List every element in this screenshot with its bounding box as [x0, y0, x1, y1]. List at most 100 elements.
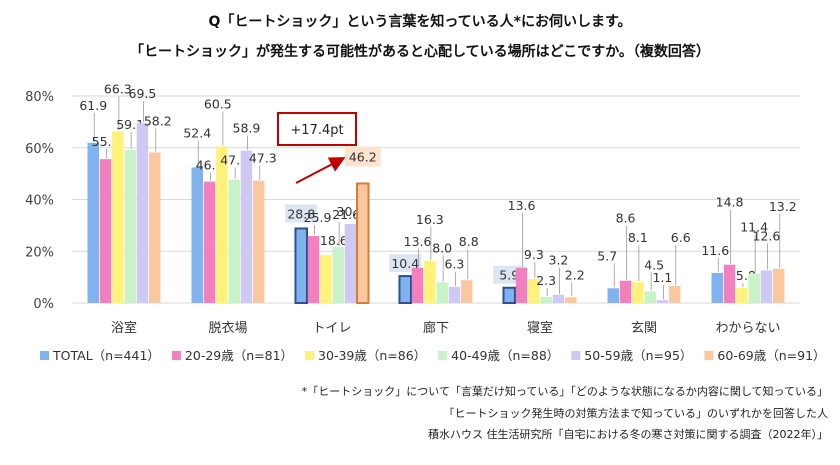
chart-title-line2: 「ヒートショック」が発生する可能性があると心配している場所はどこですか。（複数回… [130, 44, 710, 60]
bar [332, 247, 344, 303]
data-label: 2.2 [565, 267, 585, 282]
bar [294, 227, 308, 304]
label-highlight-box [389, 254, 422, 273]
data-label: 8.8 [459, 234, 479, 249]
bar [565, 297, 577, 303]
bar [644, 291, 656, 303]
bar [99, 159, 112, 303]
bar [632, 282, 644, 303]
bar [748, 273, 760, 303]
data-label: 6.3 [445, 257, 465, 272]
bar [87, 142, 99, 303]
data-label: 3.2 [549, 253, 569, 268]
bar [320, 254, 332, 303]
bar [253, 180, 265, 303]
data-label: 1.1 [653, 270, 673, 285]
chart-title-line1: Q「ヒートショック」という言葉を知っている人*にお伺いします。 [208, 14, 632, 30]
bar [669, 285, 681, 303]
bar [552, 294, 565, 303]
y-tick-label: 80% [25, 90, 54, 105]
bar [436, 282, 448, 303]
bar [711, 272, 723, 303]
bar [356, 182, 370, 305]
bar [515, 267, 528, 303]
legend-label: 40-49歳（n=88） [451, 348, 559, 363]
legend-swatch [40, 351, 49, 360]
data-label: 2.3 [536, 273, 556, 288]
bar-chart: 0%20%40%60%80%61.955.666.359.169.558.2浴室… [25, 81, 825, 363]
bar [607, 288, 619, 303]
legend-label: 60-69歳（n=91） [717, 348, 825, 363]
y-tick-label: 40% [25, 194, 54, 209]
data-label: 11.6 [701, 243, 729, 258]
data-label: 58.9 [233, 121, 261, 136]
legend-swatch [171, 351, 181, 360]
data-label: 8.1 [628, 230, 648, 245]
data-label: 13.6 [508, 198, 536, 213]
bar [723, 264, 736, 303]
bar [656, 300, 669, 303]
bar [149, 152, 161, 303]
data-label: 25.9 [304, 210, 332, 225]
bar [398, 275, 412, 304]
bar [448, 286, 461, 303]
data-label: 9.3 [524, 247, 544, 262]
annotation-box [277, 112, 357, 146]
data-label: 47.3 [249, 151, 277, 166]
bar [203, 181, 216, 303]
data-label: 21.6 [332, 207, 360, 222]
bar [216, 146, 228, 303]
data-label: 28.8 [287, 206, 315, 221]
legend-swatch [704, 351, 714, 360]
legend-label: TOTAL（n=441） [52, 348, 160, 363]
legend-swatch [305, 351, 315, 360]
y-tick-label: 60% [25, 142, 54, 157]
legend-swatch [438, 351, 448, 360]
legend-label: 30-39歳（n=86） [318, 348, 426, 363]
x-tick-label: 玄関 [631, 321, 657, 336]
data-label: 8.6 [616, 211, 636, 226]
data-label: 13.2 [769, 199, 797, 214]
bar [240, 150, 253, 303]
data-label: 12.6 [753, 228, 781, 243]
data-label: 61.9 [79, 98, 107, 113]
footnote-definition-cont: 「ヒートショック発生時の対策方法まで知っている」のいずれかを回答した人 [443, 407, 828, 420]
bar [540, 297, 552, 303]
annotation-label: +17.4pt [290, 123, 343, 138]
x-tick-label: わからない [715, 321, 780, 336]
bar [619, 280, 632, 303]
x-tick-label: 脱衣場 [208, 320, 247, 336]
bar [528, 278, 540, 303]
y-tick-label: 0% [33, 297, 54, 312]
data-label: 14.8 [716, 195, 744, 210]
bar [736, 287, 748, 303]
data-label: 11.4 [740, 220, 768, 235]
x-tick-label: 寝室 [527, 320, 553, 336]
bar [191, 167, 203, 303]
data-label: 8.0 [432, 240, 452, 255]
bar [760, 270, 773, 303]
data-label: 58.2 [144, 113, 172, 128]
x-tick-label: 浴室 [111, 320, 137, 336]
bar [307, 235, 320, 303]
bar [461, 280, 473, 303]
data-label: 5.9 [499, 268, 519, 283]
data-label: 6.6 [671, 230, 691, 245]
data-label: 18.6 [320, 233, 348, 248]
data-label: 4.5 [644, 257, 664, 272]
data-label: 5.7 [597, 248, 617, 263]
bar [502, 286, 516, 305]
footnote-source: 積水ハウス 住生活研究所「自宅における冬の寒さ対策に関する調査（2022年）」 [428, 428, 828, 441]
bar [136, 123, 149, 303]
x-tick-label: トイレ [312, 321, 351, 336]
bar [773, 268, 785, 303]
bar [344, 224, 357, 303]
data-label: 13.6 [404, 234, 432, 249]
legend-swatch [571, 351, 581, 360]
bar [424, 260, 436, 303]
data-label: 10.4 [391, 256, 419, 271]
x-tick-label: 廊下 [423, 320, 449, 336]
bar [112, 131, 124, 303]
data-label: 52.4 [183, 125, 211, 140]
label-highlight-box [344, 146, 381, 167]
